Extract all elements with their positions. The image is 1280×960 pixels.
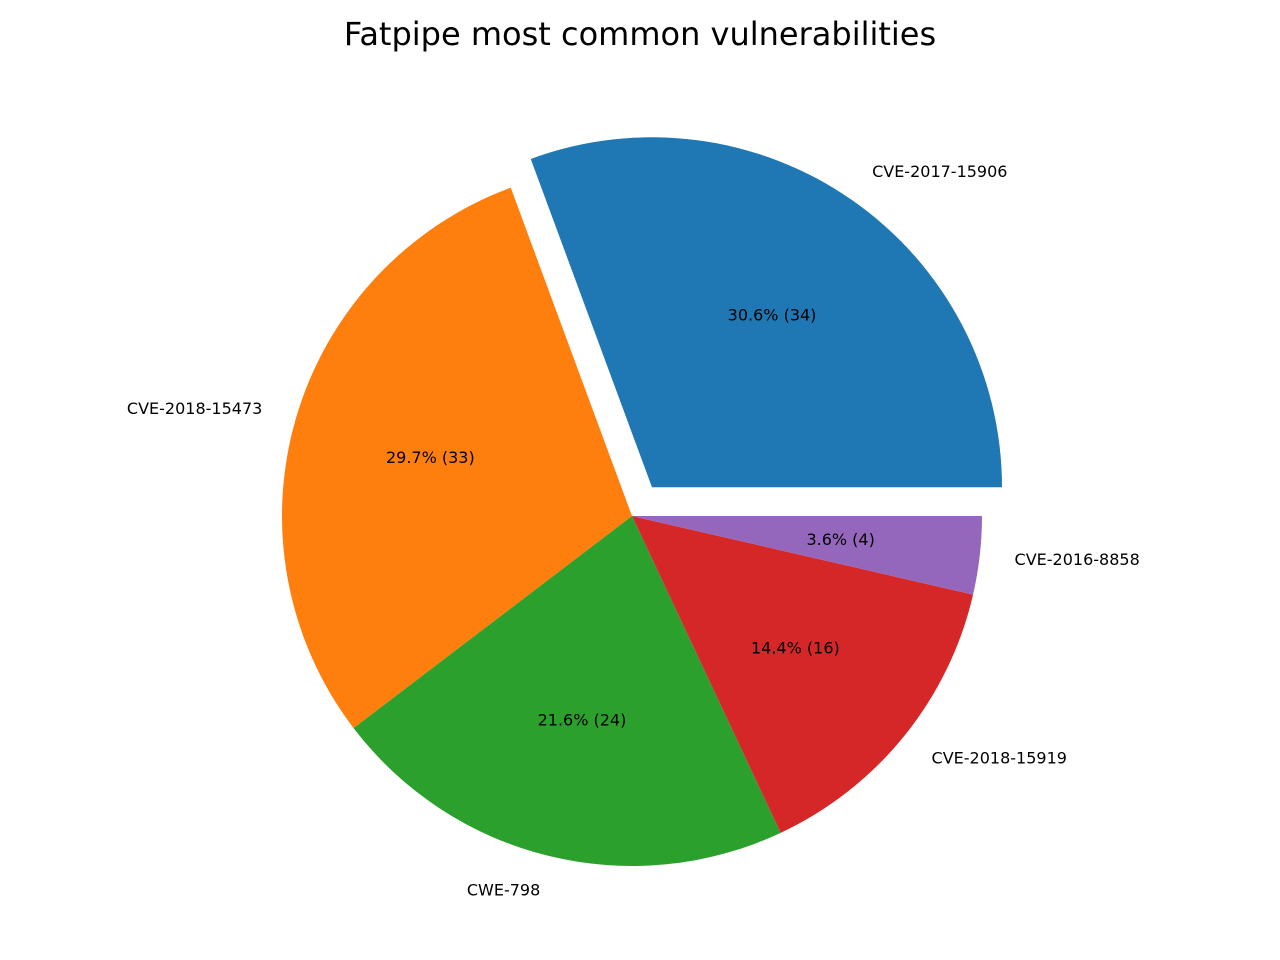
percent-label-cve-2018-15473: 29.7% (33) (386, 448, 475, 467)
pie-slice-cve-2017-15906 (530, 137, 1003, 488)
slice-label-cve-2016-8858: CVE-2016-8858 (1015, 550, 1140, 569)
percent-label-cve-2017-15906: 30.6% (34) (728, 305, 817, 324)
slice-label-cwe-798: CWE-798 (467, 880, 540, 899)
pie-labels: CVE-2017-15906 30.6% (34) CVE-2018-15473 29… (127, 162, 1140, 900)
slice-label-cve-2018-15919: CVE-2018-15919 (932, 748, 1067, 767)
percent-label-cve-2016-8858: 3.6% (4) (806, 530, 874, 549)
percent-label-cve-2018-15919: 14.4% (16) (751, 638, 840, 657)
chart-title: Fatpipe most common vulnerabilities (344, 15, 936, 53)
slice-label-cve-2018-15473: CVE-2018-15473 (127, 399, 262, 418)
pie-slice-cve-2018-15473 (281, 187, 632, 729)
percent-label-cwe-798: 21.6% (24) (538, 710, 627, 729)
slice-label-cve-2017-15906: CVE-2017-15906 (872, 162, 1007, 181)
pie-slices (281, 137, 1003, 867)
pie-slice-cve-2016-8858 (632, 516, 982, 595)
pie-slice-cwe-798 (353, 516, 781, 867)
pie-slice-cve-2018-15919 (632, 516, 974, 833)
